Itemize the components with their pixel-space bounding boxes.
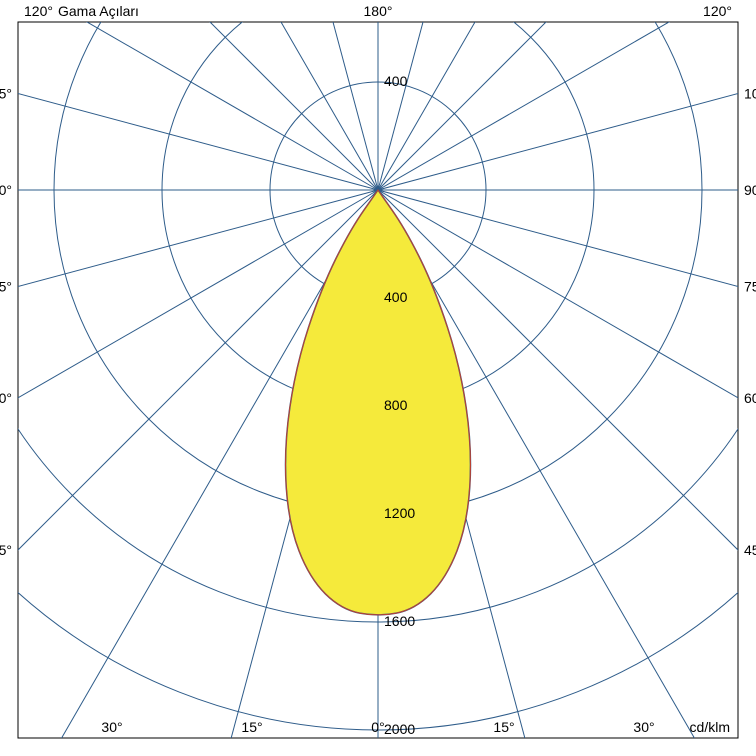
angle-label: 45° bbox=[744, 542, 756, 558]
chart-svg: 400 400 800 1200 1600 2000 120° 180° 120° Gama Aç… bbox=[0, 0, 756, 756]
angle-label: 75° bbox=[0, 278, 12, 294]
angle-label: 75° bbox=[744, 278, 756, 294]
angle-label: 105° bbox=[744, 86, 756, 102]
radial-tick-label: 400 bbox=[384, 289, 408, 305]
angle-label: 180° bbox=[364, 3, 393, 19]
angle-label: 0° bbox=[371, 719, 384, 735]
angle-label: 120° bbox=[24, 3, 53, 19]
chart-title: Gama Açıları bbox=[58, 3, 139, 19]
angle-label: 120° bbox=[703, 3, 732, 19]
radial-tick-label: 1600 bbox=[384, 613, 415, 629]
angle-label: 105° bbox=[0, 86, 12, 102]
radial-tick-label: 1200 bbox=[384, 505, 415, 521]
angle-label: 45° bbox=[0, 542, 12, 558]
radial-tick-label: 400 bbox=[384, 73, 408, 89]
polar-chart: 400 400 800 1200 1600 2000 120° 180° 120° Gama Aç… bbox=[0, 0, 756, 756]
angle-label: 15° bbox=[241, 719, 262, 735]
angle-label: 15° bbox=[493, 719, 514, 735]
radial-tick-label: 2000 bbox=[384, 721, 415, 737]
angle-label: 30° bbox=[633, 719, 654, 735]
angle-label: 90° bbox=[0, 182, 12, 198]
radial-tick-label: 800 bbox=[384, 397, 408, 413]
angle-label: 60° bbox=[0, 390, 12, 406]
unit-label: cd/klm bbox=[690, 719, 730, 735]
angle-label: 30° bbox=[101, 719, 122, 735]
intensity-lobe bbox=[286, 190, 471, 615]
angle-label: 60° bbox=[744, 390, 756, 406]
angle-label: 90° bbox=[744, 182, 756, 198]
